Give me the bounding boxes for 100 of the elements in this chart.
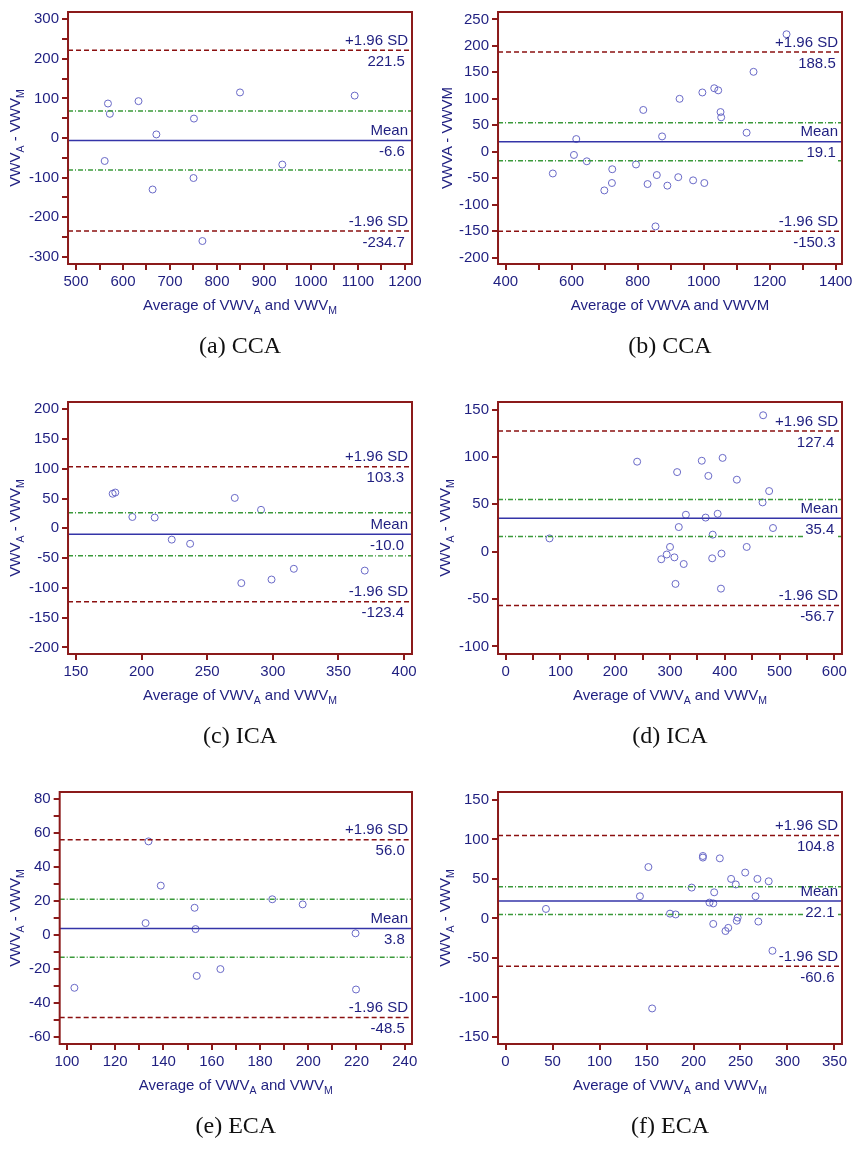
y-tick-label: 100 <box>463 829 490 847</box>
x-tick-label: 900 <box>251 272 277 290</box>
ref-line-label: Mean <box>800 498 838 516</box>
y-tick-label: 200 <box>463 36 490 54</box>
point <box>679 560 688 568</box>
annotation: 103.3 <box>366 468 405 486</box>
y-tick-label: -50 <box>467 589 490 607</box>
ref-line-label: -1.96 SD <box>778 211 839 229</box>
y-tick-label: 200 <box>33 48 60 66</box>
point <box>651 222 660 231</box>
point <box>687 883 696 892</box>
y-tick-label: 100 <box>463 88 490 106</box>
point <box>765 487 774 496</box>
y-tick-label: 100 <box>33 458 60 476</box>
y-tick-label: 200 <box>33 399 60 417</box>
ref-line-label: +1.96 SD <box>345 447 409 465</box>
x-tick-label: 200 <box>295 1052 321 1070</box>
ref-line-label: Mean <box>370 909 408 927</box>
point <box>190 903 199 912</box>
point <box>718 453 727 462</box>
point <box>189 114 198 123</box>
point <box>768 946 777 955</box>
point <box>768 524 777 532</box>
point <box>360 566 369 575</box>
point <box>663 181 672 190</box>
y-tick-label: 50 <box>472 115 490 133</box>
y-tick-label: -100 <box>28 578 60 596</box>
y-tick-label: -200 <box>458 247 490 265</box>
point <box>671 579 680 588</box>
x-tick-label: 800 <box>625 272 651 290</box>
point <box>705 898 714 907</box>
text: (a) CCA <box>199 332 281 359</box>
point <box>733 913 742 922</box>
point <box>128 512 137 521</box>
point <box>759 411 768 420</box>
ref-line-label: -1.96 SD <box>778 946 839 964</box>
annotation: 22.1 <box>805 902 835 920</box>
x-tick-label: 400 <box>391 662 417 680</box>
point <box>191 925 200 934</box>
point <box>708 530 717 539</box>
annotation: -60.6 <box>800 967 835 985</box>
point <box>697 456 706 465</box>
x-tick-label: 1200 <box>388 272 422 290</box>
y-tick-label: -20 <box>28 959 51 977</box>
point <box>541 904 550 913</box>
y-tick-label: 0 <box>480 908 490 926</box>
x-tick-label: 150 <box>634 1052 660 1070</box>
point <box>548 169 557 178</box>
point <box>749 67 758 76</box>
x-tick-label: 1400 <box>819 272 853 290</box>
point <box>289 564 298 573</box>
ref-line-label: +1.96 SD <box>775 411 839 429</box>
point <box>714 86 723 95</box>
y-tick-label: -50 <box>467 168 490 186</box>
point <box>643 180 652 189</box>
x-tick-label: 700 <box>157 272 183 290</box>
annotation: 35.4 <box>805 519 835 537</box>
y-tick-label: -300 <box>28 247 60 265</box>
y-tick-label: 0 <box>42 925 51 943</box>
x-tick-label: 50 <box>544 1052 561 1070</box>
point <box>751 892 760 901</box>
point <box>111 488 120 497</box>
ref-line-label: +1.96 SD <box>345 820 409 838</box>
y-tick-label: -100 <box>28 167 60 185</box>
point <box>662 550 671 559</box>
point <box>701 513 710 522</box>
y-tick-label: -100 <box>458 194 490 212</box>
x-tick-label: 100 <box>547 662 573 680</box>
y-tick-label: -100 <box>458 987 490 1005</box>
point <box>673 468 682 477</box>
point <box>710 84 719 93</box>
x-axis-title: Average of VWVA and VWVM <box>570 296 770 313</box>
ref-line-label: +1.96 SD <box>775 816 839 834</box>
x-tick-label: 1000 <box>294 272 328 290</box>
point <box>152 130 161 139</box>
y-tick-label: 0 <box>50 128 60 146</box>
point <box>156 881 165 890</box>
x-tick-label: 300 <box>774 1052 801 1070</box>
ref-line-label: Mean <box>800 122 838 140</box>
y-tick-label: 150 <box>463 399 490 417</box>
ref-line-label: Mean <box>370 514 408 532</box>
point <box>721 927 730 936</box>
annotation: -234.7 <box>362 232 405 250</box>
point <box>727 874 736 883</box>
point <box>230 493 239 502</box>
point <box>298 900 307 909</box>
x-tick-label: 300 <box>260 662 286 680</box>
point <box>713 509 722 518</box>
point <box>186 539 195 548</box>
point <box>268 895 277 904</box>
point <box>681 510 690 519</box>
x-axis-title: Average of VWV$_{A}$ and VWV$_{M}$ <box>573 1076 767 1096</box>
point <box>732 916 741 925</box>
annotation: 56.0 <box>375 841 405 859</box>
y-tick-label: 50 <box>42 488 60 506</box>
point <box>644 863 653 872</box>
point <box>582 157 591 166</box>
x-tick-label: 500 <box>767 662 793 680</box>
point <box>144 837 153 846</box>
point <box>216 965 225 974</box>
